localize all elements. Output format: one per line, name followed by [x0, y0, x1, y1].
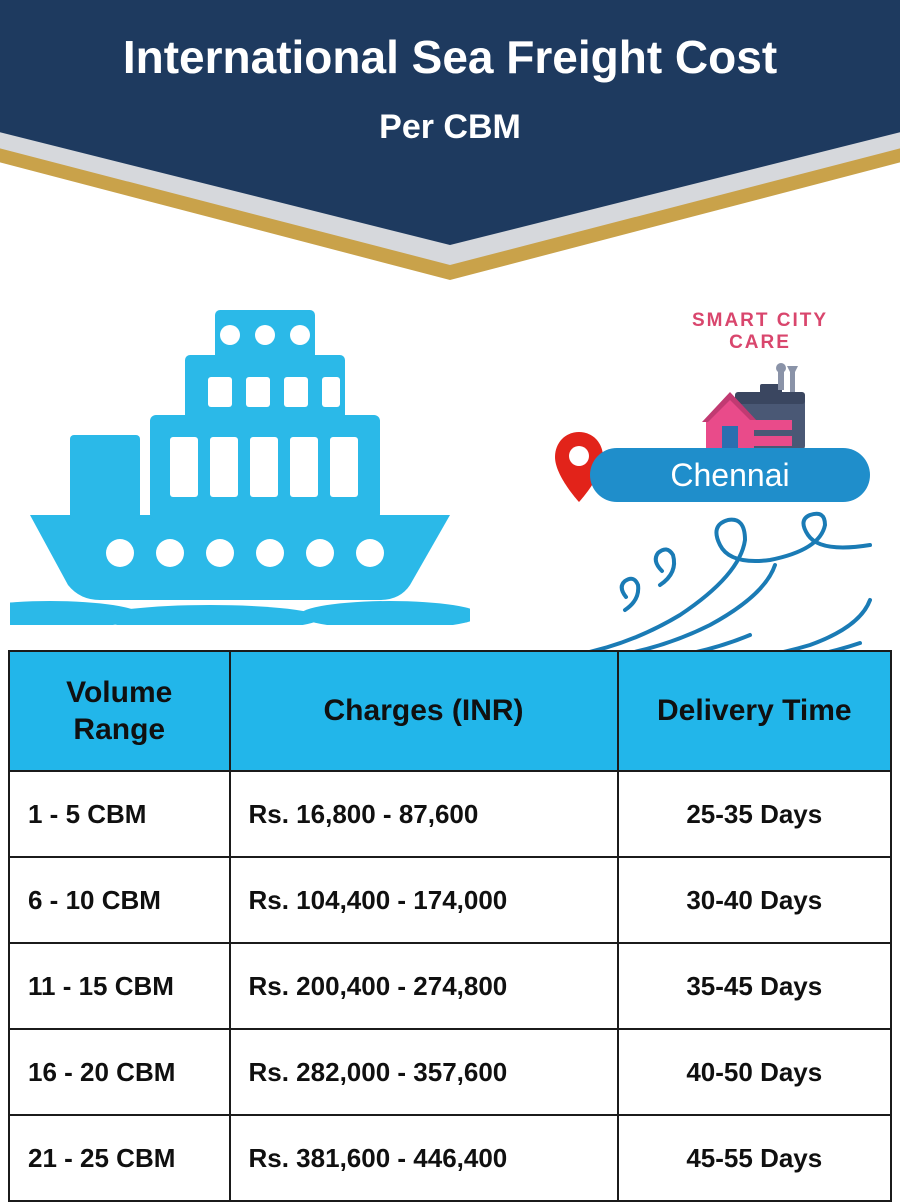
banner-navy-layer: International Sea Freight Cost Per CBM	[0, 0, 900, 245]
table-row: 11 - 15 CBM Rs. 200,400 - 274,800 35-45 …	[9, 943, 891, 1029]
pricing-table: Volume Range Charges (INR) Delivery Time…	[8, 650, 892, 1202]
city-label: Chennai	[670, 457, 789, 493]
table-row: 16 - 20 CBM Rs. 282,000 - 357,600 40-50 …	[9, 1029, 891, 1115]
col-header-delivery: Delivery Time	[618, 651, 891, 771]
cell-volume: 6 - 10 CBM	[9, 857, 230, 943]
cell-volume: 1 - 5 CBM	[9, 771, 230, 857]
cell-delivery: 40-50 Days	[618, 1029, 891, 1115]
col-header-volume: Volume Range	[9, 651, 230, 771]
brand-logo: SMART CITY CARE	[660, 310, 860, 460]
ship-icon	[10, 285, 470, 625]
col-header-charges: Charges (INR)	[230, 651, 618, 771]
table-row: 6 - 10 CBM Rs. 104,400 - 174,000 30-40 D…	[9, 857, 891, 943]
brand-logo-text: SMART CITY CARE	[660, 310, 860, 354]
cell-volume: 16 - 20 CBM	[9, 1029, 230, 1115]
page-subtitle: Per CBM	[0, 108, 900, 147]
page-title: International Sea Freight Cost	[0, 30, 900, 84]
table-header-row: Volume Range Charges (INR) Delivery Time	[9, 651, 891, 771]
table-row: 1 - 5 CBM Rs. 16,800 - 87,600 25-35 Days	[9, 771, 891, 857]
cell-delivery: 45-55 Days	[618, 1115, 891, 1201]
cell-volume: 11 - 15 CBM	[9, 943, 230, 1029]
cell-charges: Rs. 282,000 - 357,600	[230, 1029, 618, 1115]
wave-icon	[570, 505, 880, 665]
hero-graphics: SMART CITY CARE Chennai	[0, 370, 900, 670]
cell-charges: Rs. 381,600 - 446,400	[230, 1115, 618, 1201]
cell-volume: 21 - 25 CBM	[9, 1115, 230, 1201]
cell-delivery: 35-45 Days	[618, 943, 891, 1029]
brand-logo-icon	[700, 360, 820, 460]
city-pill: Chennai	[590, 448, 870, 502]
cell-charges: Rs. 200,400 - 274,800	[230, 943, 618, 1029]
cell-delivery: 30-40 Days	[618, 857, 891, 943]
cell-charges: Rs. 104,400 - 174,000	[230, 857, 618, 943]
table-row: 21 - 25 CBM Rs. 381,600 - 446,400 45-55 …	[9, 1115, 891, 1201]
cell-charges: Rs. 16,800 - 87,600	[230, 771, 618, 857]
cell-delivery: 25-35 Days	[618, 771, 891, 857]
